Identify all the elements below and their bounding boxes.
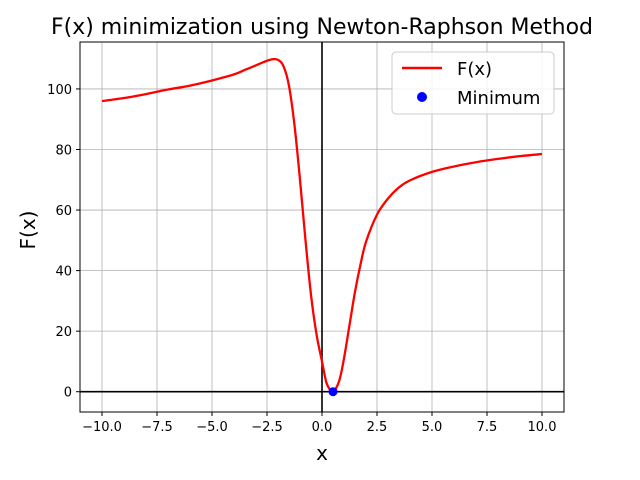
x-tick-label: 0.0 bbox=[312, 420, 333, 435]
x-tick-label: 10.0 bbox=[528, 420, 557, 435]
x-tick-label: −5.0 bbox=[196, 420, 228, 435]
series-layer bbox=[101, 57, 543, 397]
x-tick-label: 5.0 bbox=[422, 420, 443, 435]
x-axis-label: x bbox=[316, 441, 328, 465]
x-tick-label: −10.0 bbox=[82, 420, 122, 435]
chart-title: F(x) minimization using Newton-Raphson M… bbox=[51, 15, 593, 40]
x-tick-label: 2.5 bbox=[367, 420, 388, 435]
legend-label-fx: F(x) bbox=[457, 59, 492, 80]
reference-axes bbox=[80, 42, 564, 412]
y-tick-label: 40 bbox=[55, 265, 72, 280]
x-tick-label: −7.5 bbox=[141, 420, 173, 435]
y-tick-label: 80 bbox=[55, 143, 72, 158]
legend: F(x) Minimum bbox=[391, 51, 555, 115]
legend-marker-swatch bbox=[417, 92, 427, 102]
minimum-point bbox=[328, 387, 338, 397]
y-tick-label: 60 bbox=[55, 204, 72, 219]
y-tick-label: 0 bbox=[64, 386, 72, 401]
legend-label-minimum: Minimum bbox=[457, 88, 540, 109]
y-tick-label: 100 bbox=[47, 83, 72, 98]
x-axis-ticks: −10.0 −7.5 −5.0 −2.5 0.0 2.5 5.0 7.5 10.0 bbox=[82, 412, 556, 435]
series-line-fx bbox=[101, 57, 543, 394]
x-tick-label: 7.5 bbox=[477, 420, 498, 435]
y-axis-ticks: 0 20 40 60 80 100 bbox=[47, 83, 80, 401]
y-axis-label: F(x) bbox=[16, 211, 40, 250]
x-tick-label: −2.5 bbox=[251, 420, 283, 435]
y-tick-label: 20 bbox=[55, 325, 72, 340]
